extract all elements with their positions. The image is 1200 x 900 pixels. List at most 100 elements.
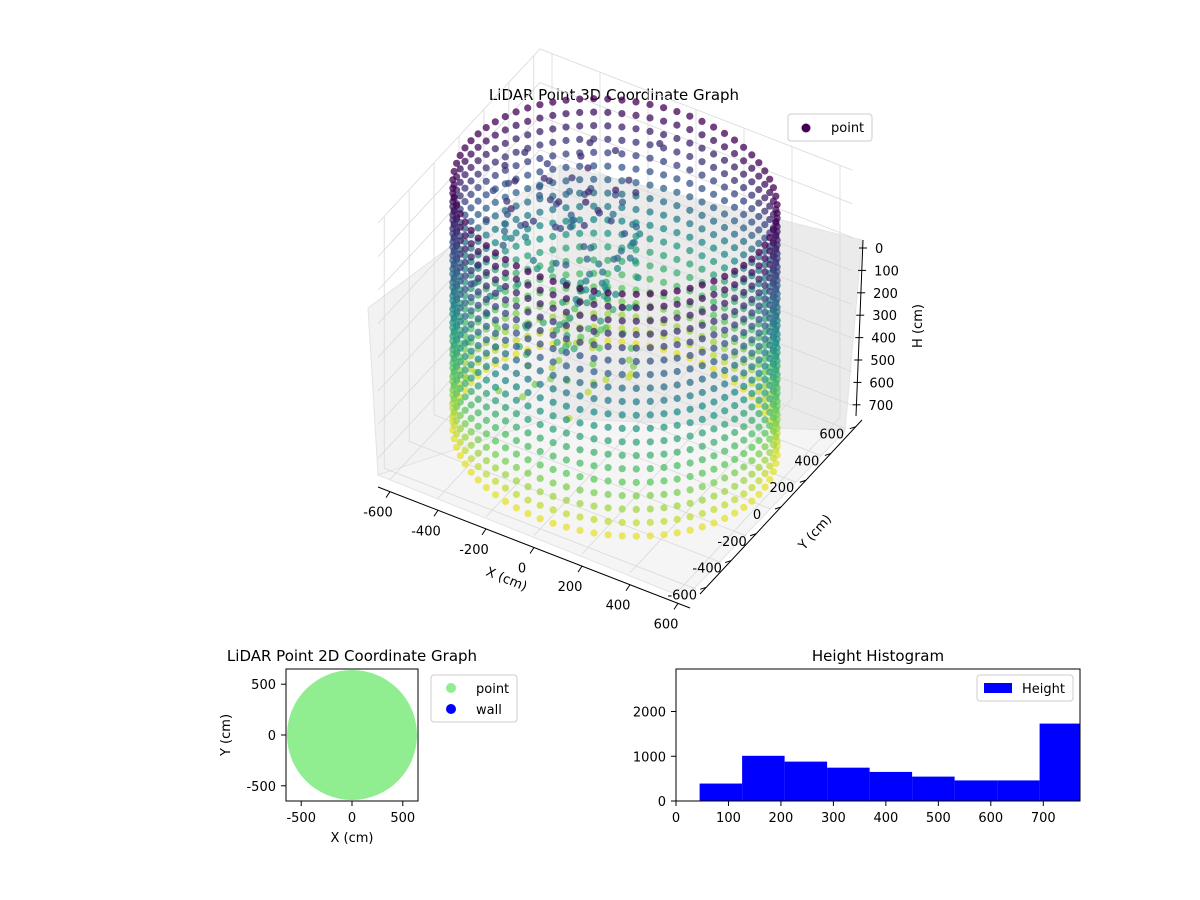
point-3d bbox=[673, 367, 681, 376]
point-3d bbox=[467, 468, 475, 476]
point-3d bbox=[604, 477, 612, 485]
point-3d bbox=[594, 206, 602, 215]
point-3d bbox=[590, 229, 598, 237]
point-3d bbox=[740, 288, 748, 296]
point-3d bbox=[673, 462, 681, 470]
point-3d bbox=[710, 452, 718, 460]
point-3d bbox=[766, 422, 774, 430]
point-3d bbox=[618, 411, 626, 419]
point-3d bbox=[632, 138, 640, 146]
point-3d bbox=[467, 320, 475, 328]
point-3d bbox=[632, 165, 640, 173]
point-3d bbox=[524, 281, 532, 289]
point-3d bbox=[474, 368, 482, 377]
point-3d bbox=[698, 158, 706, 166]
point-3d bbox=[456, 358, 464, 366]
point-3d bbox=[474, 288, 482, 296]
point-3d bbox=[618, 217, 626, 225]
point-3d bbox=[609, 210, 617, 218]
point-3d bbox=[491, 158, 499, 166]
point-3d bbox=[740, 369, 748, 377]
point-3d bbox=[625, 373, 633, 381]
point-3d bbox=[524, 335, 532, 343]
y-tick-label-2d: 500 bbox=[251, 678, 276, 693]
point-3d bbox=[474, 197, 482, 205]
point-3d bbox=[660, 517, 668, 525]
point-3d bbox=[461, 393, 469, 401]
point-3d bbox=[580, 221, 588, 230]
point-3d bbox=[721, 474, 729, 482]
point-3d bbox=[453, 309, 461, 317]
grid-line bbox=[377, 82, 853, 257]
point-3d bbox=[576, 473, 584, 481]
point-3d bbox=[766, 435, 774, 443]
point-3d bbox=[646, 100, 654, 109]
point-3d bbox=[660, 423, 668, 431]
point-3d bbox=[755, 477, 763, 485]
point-3d bbox=[474, 157, 482, 165]
point-3d bbox=[766, 475, 774, 484]
grid-line bbox=[377, 283, 853, 459]
point-3d bbox=[491, 239, 499, 247]
point-3d bbox=[456, 277, 464, 285]
point-3d bbox=[597, 317, 605, 325]
point-3d bbox=[489, 187, 497, 195]
point-3d bbox=[761, 335, 769, 343]
point-3d bbox=[673, 108, 681, 116]
point-3d bbox=[755, 329, 763, 337]
point-3d bbox=[766, 234, 774, 242]
y-tick-3d bbox=[824, 452, 832, 456]
histogram-bar bbox=[827, 767, 870, 801]
point-3d bbox=[618, 505, 626, 513]
point-3d bbox=[632, 452, 640, 460]
point-3d bbox=[562, 456, 571, 464]
point-3d bbox=[482, 363, 490, 371]
point-3d bbox=[562, 231, 570, 239]
point-3d bbox=[512, 504, 521, 512]
x-tick-label-3d: 0 bbox=[518, 562, 526, 577]
point-3d bbox=[766, 449, 774, 457]
point-3d bbox=[453, 430, 461, 438]
point-3d bbox=[766, 274, 774, 282]
point-3d bbox=[710, 163, 718, 171]
point-3d bbox=[524, 442, 532, 450]
point-3d bbox=[604, 289, 612, 297]
point-3d bbox=[748, 336, 756, 344]
point-3d bbox=[630, 239, 638, 247]
point-3d bbox=[618, 397, 626, 406]
point-3d bbox=[590, 354, 598, 362]
point-3d bbox=[698, 211, 706, 219]
point-3d bbox=[740, 157, 748, 165]
point-3d bbox=[748, 349, 756, 357]
point-3d bbox=[467, 240, 475, 248]
y-tick-3d bbox=[849, 426, 856, 430]
point-3d bbox=[731, 307, 739, 316]
point-3d bbox=[491, 397, 500, 405]
point-3d bbox=[536, 114, 544, 122]
point-3d bbox=[740, 315, 748, 323]
point-3d bbox=[632, 532, 640, 540]
point-3d bbox=[543, 160, 551, 168]
point-3d bbox=[576, 95, 584, 103]
point-3d bbox=[660, 490, 668, 498]
point-3d bbox=[604, 410, 612, 418]
point-3d bbox=[604, 383, 612, 391]
point-3d bbox=[462, 374, 470, 382]
point-3d bbox=[549, 291, 557, 299]
point-3d bbox=[491, 249, 500, 257]
point-3d bbox=[598, 279, 606, 287]
point-3d bbox=[549, 232, 557, 241]
point-3d bbox=[453, 242, 461, 250]
point-3d bbox=[748, 191, 756, 199]
point-3d bbox=[721, 299, 729, 307]
point-3d bbox=[755, 186, 763, 194]
point-3d bbox=[710, 465, 718, 473]
point-3d bbox=[761, 375, 769, 384]
point-3d bbox=[731, 334, 739, 342]
point-3d bbox=[720, 183, 729, 191]
point-3d bbox=[673, 488, 681, 497]
point-3d bbox=[673, 134, 681, 143]
point-3d bbox=[720, 237, 729, 245]
point-3d bbox=[748, 295, 756, 304]
histogram-frame bbox=[675, 668, 1081, 802]
